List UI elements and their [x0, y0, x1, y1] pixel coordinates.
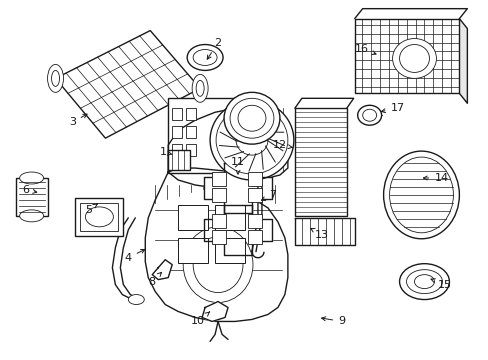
- Bar: [172, 144, 182, 156]
- Bar: [247, 172, 262, 186]
- Bar: [247, 188, 262, 202]
- Text: 2: 2: [207, 37, 221, 59]
- Bar: [215, 205, 244, 230]
- Bar: [168, 150, 190, 170]
- Bar: [168, 98, 236, 173]
- Ellipse shape: [392, 39, 436, 78]
- Bar: [75, 198, 123, 236]
- Text: 5: 5: [85, 204, 97, 215]
- Ellipse shape: [406, 270, 442, 293]
- Polygon shape: [168, 108, 287, 178]
- Ellipse shape: [238, 105, 265, 131]
- Ellipse shape: [183, 227, 252, 302]
- Bar: [354, 19, 458, 93]
- Text: 11: 11: [230, 157, 244, 174]
- Ellipse shape: [187, 45, 223, 71]
- Text: 9: 9: [321, 316, 345, 327]
- Ellipse shape: [193, 50, 217, 66]
- Bar: [186, 126, 196, 138]
- Text: 17: 17: [381, 103, 404, 113]
- Ellipse shape: [389, 157, 452, 233]
- Ellipse shape: [196, 80, 203, 96]
- Polygon shape: [202, 302, 227, 321]
- Ellipse shape: [192, 75, 208, 102]
- Bar: [212, 214, 225, 228]
- Polygon shape: [458, 19, 467, 103]
- Polygon shape: [203, 205, 271, 255]
- Bar: [212, 188, 225, 202]
- Bar: [178, 205, 208, 230]
- Bar: [172, 126, 182, 138]
- Text: 1: 1: [160, 147, 172, 157]
- Bar: [247, 230, 262, 244]
- Text: 7: 7: [261, 190, 276, 201]
- Text: 4: 4: [124, 249, 144, 263]
- Text: 8: 8: [148, 273, 161, 287]
- Bar: [178, 238, 208, 263]
- Ellipse shape: [399, 45, 428, 72]
- Bar: [212, 230, 225, 244]
- Ellipse shape: [85, 207, 113, 227]
- Ellipse shape: [216, 106, 287, 174]
- Bar: [212, 172, 225, 186]
- Text: 13: 13: [310, 228, 328, 240]
- Bar: [172, 108, 182, 120]
- Polygon shape: [354, 9, 467, 19]
- Ellipse shape: [362, 109, 376, 121]
- Ellipse shape: [193, 237, 243, 293]
- Polygon shape: [294, 98, 353, 108]
- Bar: [186, 108, 196, 120]
- Text: 15: 15: [430, 279, 450, 289]
- Ellipse shape: [357, 105, 381, 125]
- Ellipse shape: [210, 100, 293, 180]
- Ellipse shape: [229, 98, 273, 138]
- Text: 12: 12: [272, 140, 292, 150]
- Text: 6: 6: [22, 185, 37, 195]
- Polygon shape: [56, 31, 200, 138]
- Polygon shape: [145, 172, 287, 321]
- Bar: [408, 272, 439, 292]
- Ellipse shape: [236, 125, 267, 155]
- Ellipse shape: [20, 210, 43, 222]
- Ellipse shape: [20, 172, 43, 184]
- Text: 10: 10: [191, 312, 209, 327]
- Text: 16: 16: [354, 44, 375, 54]
- Bar: [16, 178, 47, 216]
- Ellipse shape: [47, 64, 63, 92]
- Bar: [81, 203, 118, 231]
- Polygon shape: [152, 260, 172, 280]
- Bar: [247, 214, 262, 228]
- Ellipse shape: [399, 264, 448, 300]
- Polygon shape: [294, 218, 354, 245]
- Text: 14: 14: [423, 173, 447, 183]
- Ellipse shape: [51, 71, 60, 86]
- Ellipse shape: [383, 151, 458, 239]
- Bar: [294, 108, 346, 216]
- Text: 3: 3: [69, 114, 87, 127]
- Ellipse shape: [224, 92, 279, 144]
- Ellipse shape: [128, 294, 144, 305]
- Polygon shape: [203, 163, 271, 213]
- Bar: [215, 238, 244, 263]
- Bar: [186, 144, 196, 156]
- Ellipse shape: [414, 275, 433, 289]
